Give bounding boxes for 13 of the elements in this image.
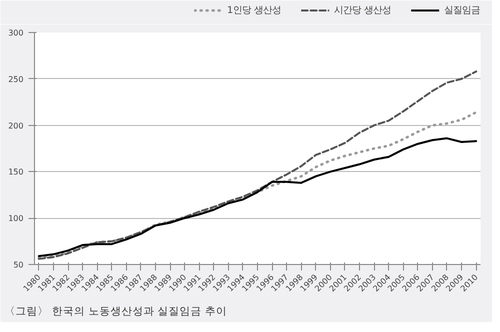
y-tick-label: 150	[8, 168, 24, 177]
line-series	[38, 137, 478, 258]
text: 〈그림〉 한국의 노동생산성과 실질임금 추이	[4, 304, 228, 318]
y-tick-label: 250	[8, 74, 24, 84]
legend-label: 1인당 생산성	[227, 4, 282, 16]
y-tick-label: 200	[8, 121, 24, 130]
y-tick-label: 100	[8, 214, 24, 224]
y-tick-label: 50	[13, 260, 24, 270]
legend-label: 시간당 생산성	[334, 4, 391, 16]
line-series	[38, 111, 478, 260]
y-tick-label: 300	[8, 28, 24, 38]
legend-label: 실질임금	[444, 4, 480, 16]
line-series	[38, 70, 478, 260]
